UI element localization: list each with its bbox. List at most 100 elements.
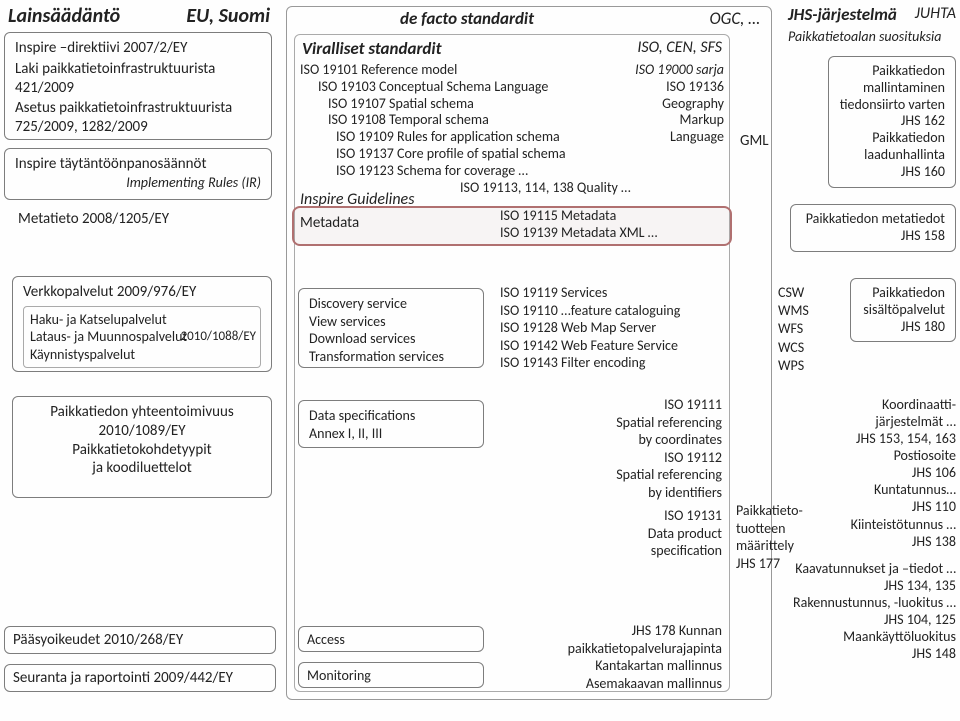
gml-label: GML (740, 132, 769, 150)
ds-1: Data specifications (309, 407, 473, 425)
wms: WMS (778, 302, 824, 320)
iso-2: ISO 19103 Conceptual Schema Language (318, 78, 548, 95)
asetus-line: Asetus paikkatietoinfrastruktuurista 725… (15, 99, 261, 137)
monitor-box: Monitoring (298, 662, 484, 688)
right-hdr-r: JUHTA (915, 4, 956, 23)
left-box-1: Inspire –direktiivi 2007/2/EY Laki paikk… (4, 32, 272, 140)
j178-4: Asemakaavan mallinnus (500, 675, 722, 693)
sr-2: Spatial referencing (554, 414, 722, 432)
rc-1: Koordinaatti- (806, 396, 956, 413)
svc-acronyms: CSW WMS WFS WCS WPS (778, 284, 824, 375)
metadata-r: ISO 19115 Metadata ISO 19139 Metadata XM… (500, 208, 657, 242)
dataspec-box: Data specifications Annex I, II, III (298, 400, 484, 448)
svcr-2: ISO 19110 …feature cataloguing (500, 302, 680, 320)
access-box: Access (298, 626, 484, 652)
rc-15: JHS 148 (776, 645, 956, 662)
right-hdr-l: JHS-järjestelmä (788, 4, 897, 25)
iso-2r: ISO 19136 (666, 79, 724, 96)
svc-4: Transformation services (309, 348, 473, 366)
svcr-5: ISO 19143 Filter encoding (500, 354, 680, 372)
rb1-6: laadunhallinta (839, 147, 945, 164)
svc-1: Discovery service (309, 295, 473, 313)
wcs: WCS (778, 339, 824, 357)
ir-line: Implementing Rules (IR) (15, 174, 261, 192)
yht-1: Paikkatietokohdetyypit (23, 441, 261, 460)
j178-1: JHS 178 Kunnan (500, 622, 722, 640)
sr-4: ISO 19112 (554, 449, 722, 467)
rb1-4: JHS 162 (839, 113, 945, 130)
rc-12: Rakennustunnus, -luokitus … (776, 594, 956, 611)
md-1: ISO 19115 Metadata (500, 208, 657, 225)
rb1-5: Paikkatiedon (839, 130, 945, 147)
sr-3: by coordinates (554, 431, 722, 449)
sr-7: ISO 19131 (554, 507, 722, 525)
left-hdr-l: Lainsäädäntö (8, 4, 120, 28)
rc-2: järjestelmät … (806, 413, 956, 430)
md-2: ISO 19139 Metadata XML … (500, 225, 657, 242)
iso-1r: ISO 19000 sarja (635, 62, 724, 79)
rc-8: Kiinteistötunnus … (806, 516, 956, 533)
svcr-4: ISO 19142 Web Feature Service (500, 337, 680, 355)
left-box-2: Inspire täytäntöönpanosäännöt Implementi… (4, 148, 272, 200)
svcr-1: ISO 19119 Services (500, 284, 680, 302)
pt-3: määrittely (736, 537, 803, 555)
wfs: WFS (778, 320, 824, 338)
rc-6: Kuntatunnus… (806, 481, 956, 498)
rb1-7: JHS 160 (839, 164, 945, 181)
vir-hdr: Viralliset standardit ISO, CEN, SFS (302, 38, 722, 59)
rb1-1: Paikkatiedon (839, 63, 945, 80)
iso-4r: Markup (680, 112, 724, 129)
verkko-box: Verkkopalvelut 2009/976/EY Haku- ja Kats… (12, 276, 272, 372)
rc-5: JHS 106 (806, 464, 956, 481)
defacto-r: OGC, … (710, 8, 760, 29)
svcr-3: ISO 19128 Web Map Server (500, 319, 680, 337)
jhs178-block: JHS 178 Kunnan paikkatietopalvelurajapin… (500, 622, 722, 692)
seur-box: Seuranta ja raportointi 2009/442/EY (4, 664, 276, 692)
right-b2: Paikkatiedon metatiedot JHS 158 (790, 204, 956, 252)
rc-9: JHS 138 (806, 533, 956, 550)
dir-line: Inspire –direktiivi 2007/2/EY (15, 39, 261, 58)
right-b1: Paikkatiedon mallintaminen tiedonsiirto … (828, 56, 956, 188)
metatieto-label: Metatieto 2008/1205/EY (18, 210, 169, 228)
verkko-1: Haku- ja Katselupalvelut (30, 311, 254, 329)
defacto-l: de facto standardit (400, 8, 534, 29)
iso-3r: Geography (662, 96, 724, 113)
csw: CSW (778, 284, 824, 302)
svc-right-block: ISO 19119 Services ISO 19110 …feature ca… (500, 284, 680, 372)
right-b3: Paikkatiedon sisältöpalvelut JHS 180 (850, 278, 956, 342)
rc-11: JHS 134, 135 (776, 577, 956, 594)
spatial-ref-block: ISO 19111 Spatial referencing by coordin… (554, 396, 722, 560)
right-c: Koordinaatti- järjestelmät … JHS 153, 15… (806, 396, 956, 550)
rb1-2: mallintaminen (839, 80, 945, 97)
iso-3: ISO 19107 Spatial schema (328, 95, 474, 112)
svc-left-box: Discovery service View services Download… (298, 288, 484, 368)
iso-4: ISO 19108 Temporal schema (328, 111, 489, 128)
verkko-3: Käynnistyspalvelut (30, 346, 254, 364)
metadata-l: Metadata (300, 214, 359, 232)
ds-2: Annex I, II, III (309, 425, 473, 443)
right-sub: Paikkatietoalan suosituksia (788, 28, 956, 45)
rc-3: JHS 153, 154, 163 (806, 430, 956, 447)
sr-6: by identifiers (554, 484, 722, 502)
vir-r: ISO, CEN, SFS (637, 38, 722, 57)
sr-1: ISO 19111 (554, 396, 722, 414)
rb2-1: Paikkatiedon metatiedot (801, 211, 945, 228)
sr-9: specification (554, 542, 722, 560)
pt-2: tuotteen (736, 520, 803, 538)
sr-8: Data product (554, 525, 722, 543)
wps: WPS (778, 357, 824, 375)
rc-14: Maankäyttöluokitus (776, 628, 956, 645)
yht-2: ja koodiluettelot (23, 459, 261, 478)
iso-1: ISO 19101 Reference model (300, 61, 457, 78)
rb3-2: sisältöpalvelut (861, 302, 945, 319)
rb1-3: tiedonsiirto varten (839, 97, 945, 114)
j178-2: paikkatietopalvelurajapinta (500, 640, 722, 658)
tay-line: Inspire täytäntöönpanosäännöt (15, 155, 261, 174)
iso-7: ISO 19123 Schema for coverage … (300, 163, 724, 180)
yht-title: Paikkatiedon yhteentoimivuus (23, 403, 261, 422)
pt-1: Paikkatieto- (736, 502, 803, 520)
svc-2: View services (309, 313, 473, 331)
yht-box: Paikkatiedon yhteentoimivuus 2010/1089/E… (12, 396, 272, 498)
left-header: Lainsäädäntö EU, Suomi (8, 4, 270, 28)
vir-l: Viralliset standardit (302, 38, 441, 59)
